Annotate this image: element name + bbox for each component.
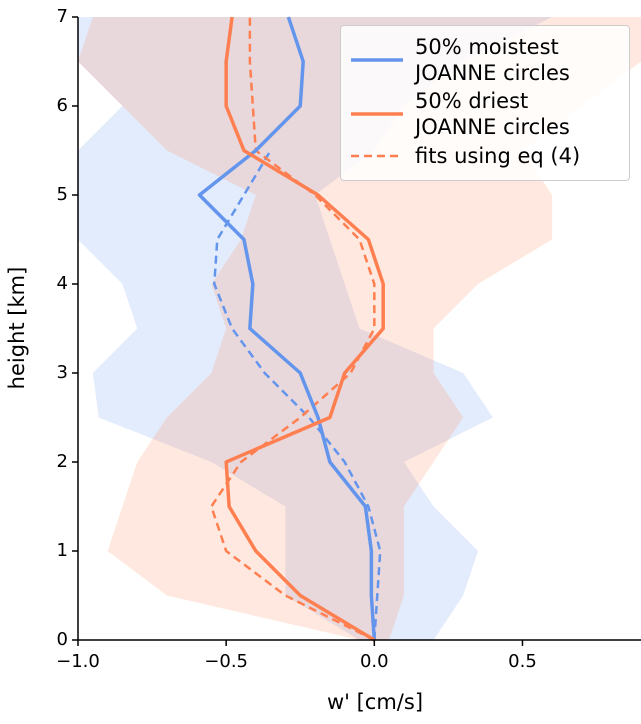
profile-line [197, 16, 377, 641]
legend: 50% moistest JOANNE circles 50% driest JO… [340, 25, 630, 181]
legend-entry: fits using eq (4) [341, 142, 629, 170]
lines [197, 16, 385, 642]
spread-band [78, 17, 553, 640]
legend-label: 50% driest JOANNE circles [415, 89, 570, 139]
x-tick-label: 0.0 [360, 651, 389, 672]
x-tick-label: −1.0 [56, 651, 100, 672]
y-tick-label: 7 [57, 6, 68, 27]
fit-line [209, 17, 376, 642]
legend-label: 50% moistest JOANNE circles [415, 35, 570, 85]
legend-entry: 50% driest JOANNE circles [341, 88, 629, 140]
y-tick-label: 2 [57, 451, 68, 472]
x-tick-label: −0.5 [204, 651, 248, 672]
legend-swatch [351, 154, 403, 158]
y-tick-label: 5 [57, 184, 68, 205]
y-tick-label: 3 [57, 362, 68, 383]
profile-line [224, 16, 385, 642]
legend-swatch [351, 58, 403, 62]
y-axis-label: height [km] [5, 267, 29, 390]
y-tick-label: 0 [57, 629, 68, 650]
legend-label: fits using eq (4) [415, 144, 581, 168]
fit-line [213, 149, 382, 641]
y-tick-label: 1 [57, 540, 68, 561]
axes: 0 1 2 3 4 5 6 7 −1.0 −0.5 0.0 0.5 [56, 6, 641, 672]
x-tick-label: 0.5 [508, 651, 537, 672]
y-tick-label: 4 [57, 273, 68, 294]
x-axis-label: w' [cm/s] [327, 690, 423, 714]
y-tick-label: 6 [57, 95, 68, 116]
legend-entry: 50% moistest JOANNE circles [341, 34, 629, 86]
legend-swatch [351, 112, 403, 116]
